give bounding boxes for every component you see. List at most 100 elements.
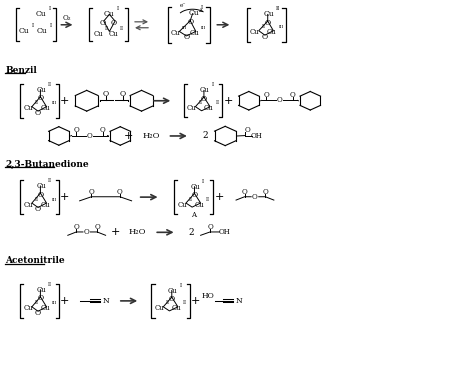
Text: N: N — [102, 297, 109, 305]
Text: O: O — [117, 188, 123, 196]
Text: Cu: Cu — [264, 10, 274, 18]
Text: H₂O: H₂O — [129, 228, 146, 236]
Text: Cu: Cu — [37, 28, 47, 35]
Text: 2,3-Butanedione: 2,3-Butanedione — [5, 160, 89, 169]
Text: II: II — [276, 6, 281, 12]
Text: Cu: Cu — [40, 304, 50, 312]
Text: +: + — [124, 131, 133, 141]
Text: O: O — [245, 126, 251, 134]
Text: O: O — [37, 294, 44, 302]
Text: OH: OH — [219, 228, 230, 236]
Text: Cu: Cu — [36, 10, 46, 18]
Text: O: O — [277, 96, 283, 105]
Text: 2: 2 — [202, 131, 208, 141]
Text: O: O — [242, 188, 247, 196]
Text: O: O — [35, 309, 41, 317]
Text: +: + — [214, 192, 224, 202]
Text: O: O — [73, 126, 79, 134]
Text: II: II — [35, 100, 39, 105]
Text: Cu: Cu — [187, 104, 197, 112]
Text: N: N — [236, 297, 242, 305]
Text: O: O — [290, 91, 296, 99]
Text: O: O — [169, 295, 175, 303]
Text: Cu: Cu — [171, 29, 181, 37]
Text: II: II — [215, 100, 219, 105]
Text: Cu: Cu — [155, 304, 164, 312]
Text: Cu: Cu — [204, 104, 213, 112]
Text: II: II — [189, 196, 193, 202]
Text: II: II — [35, 196, 39, 202]
Text: O: O — [264, 19, 271, 26]
Text: +: + — [60, 192, 69, 202]
Text: O: O — [183, 33, 190, 41]
Text: Cu: Cu — [250, 28, 260, 36]
Text: O: O — [207, 223, 213, 231]
Text: Cu: Cu — [188, 9, 199, 17]
Text: Cu: Cu — [36, 182, 46, 190]
Text: III: III — [52, 101, 57, 105]
Text: I: I — [179, 283, 182, 288]
Text: Cu: Cu — [40, 201, 50, 209]
Text: 2: 2 — [189, 228, 194, 237]
Text: +: + — [110, 227, 120, 237]
Text: O: O — [73, 223, 79, 231]
Text: O: O — [262, 33, 268, 41]
Text: e⁻: e⁻ — [180, 3, 186, 8]
Text: Cu: Cu — [93, 30, 103, 38]
Text: II: II — [183, 300, 187, 305]
Text: O: O — [87, 132, 92, 140]
Text: O: O — [84, 228, 90, 236]
Text: O: O — [37, 190, 44, 199]
Text: II: II — [120, 26, 124, 31]
Text: II: II — [206, 196, 210, 202]
Text: O: O — [94, 223, 100, 231]
Text: +: + — [60, 96, 69, 106]
Text: II: II — [35, 300, 39, 305]
Text: O: O — [264, 91, 269, 99]
Text: I: I — [201, 5, 203, 10]
Text: II: II — [166, 300, 170, 305]
Text: Cu: Cu — [108, 30, 118, 38]
Text: III: III — [52, 301, 57, 305]
Text: Benzil: Benzil — [5, 66, 37, 75]
Text: O: O — [119, 90, 126, 99]
Text: Cu: Cu — [36, 286, 46, 294]
Text: Cu: Cu — [172, 304, 182, 312]
Text: I: I — [50, 23, 52, 29]
Text: I: I — [202, 179, 204, 184]
Text: O: O — [35, 109, 41, 116]
Text: O₂: O₂ — [63, 14, 71, 22]
Text: Cu: Cu — [36, 86, 46, 94]
Text: Cu: Cu — [23, 104, 33, 112]
Text: II: II — [48, 282, 52, 287]
Text: OH: OH — [250, 132, 262, 140]
Text: O: O — [100, 19, 106, 26]
Text: O: O — [252, 193, 258, 201]
Text: I: I — [211, 83, 214, 87]
Text: I: I — [32, 23, 34, 29]
Text: Cu: Cu — [194, 201, 204, 209]
Text: O: O — [35, 205, 41, 213]
Text: I: I — [117, 6, 119, 11]
Text: O: O — [102, 90, 109, 99]
Text: O: O — [89, 188, 94, 196]
Text: HO: HO — [201, 292, 214, 300]
Text: II: II — [105, 26, 109, 31]
Text: Cu: Cu — [19, 28, 30, 35]
Text: H₂O: H₂O — [142, 132, 160, 140]
Text: O: O — [111, 19, 117, 26]
Text: Cu: Cu — [23, 201, 33, 209]
Text: Cu: Cu — [267, 28, 277, 36]
Text: O: O — [100, 126, 106, 134]
Text: O: O — [187, 18, 193, 26]
Text: Cu: Cu — [40, 104, 50, 112]
Text: III: III — [52, 198, 57, 202]
Text: O: O — [191, 191, 198, 199]
Text: A: A — [191, 211, 196, 219]
Text: O: O — [201, 94, 207, 103]
Text: II: II — [48, 82, 52, 87]
Text: II: II — [262, 24, 265, 29]
Text: Cu: Cu — [190, 29, 200, 37]
Text: Cu: Cu — [168, 286, 178, 295]
Text: III: III — [182, 26, 187, 30]
